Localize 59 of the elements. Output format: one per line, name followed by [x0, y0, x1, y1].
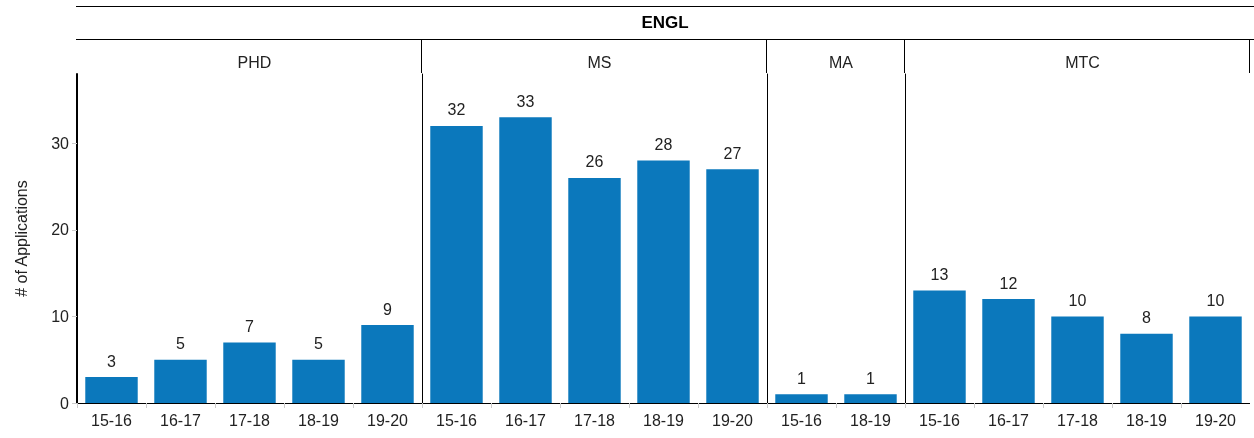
text: ENGL	[76, 6, 1254, 40]
bar	[361, 325, 414, 403]
data-label: 1	[866, 369, 876, 387]
data-label: 13	[930, 265, 949, 283]
x-tick-label: 18-19	[298, 411, 340, 429]
data-label: 5	[314, 335, 324, 353]
bar	[292, 359, 345, 403]
x-tick-label: 16-17	[160, 411, 202, 429]
bar	[982, 299, 1035, 403]
x-tick-label: 15-16	[436, 411, 478, 429]
data-label: 7	[245, 317, 255, 335]
x-tick-label: 19-20	[367, 411, 409, 429]
bar	[1189, 316, 1242, 403]
data-label: 32	[447, 101, 466, 119]
x-tick-label: 18-19	[643, 411, 685, 429]
chart-title: MTC	[1065, 53, 1100, 71]
x-tick-label: 19-20	[1195, 411, 1237, 429]
data-label: 26	[585, 153, 604, 171]
chart-title: PHD	[237, 53, 272, 71]
y-tick-label: 10	[51, 307, 70, 325]
x-tick-label: 15-16	[919, 411, 961, 429]
y-tick-label: 20	[51, 221, 70, 239]
data-label: 1	[797, 369, 807, 387]
data-label: 10	[1068, 291, 1087, 309]
x-tick-label: 16-17	[988, 411, 1030, 429]
data-label: 9	[383, 300, 393, 318]
data-label: 8	[1142, 309, 1152, 327]
bar	[154, 359, 207, 403]
y-tick-label: 0	[60, 394, 70, 412]
data-label: 12	[999, 274, 1018, 292]
x-tick-label: 19-20	[712, 411, 754, 429]
bar	[637, 160, 690, 403]
x-tick-label: 17-18	[574, 411, 616, 429]
x-tick-label: 18-19	[850, 411, 892, 429]
bar	[1120, 333, 1173, 403]
x-tick-label: 15-16	[91, 411, 133, 429]
data-label: 33	[516, 92, 535, 110]
data-label: 28	[654, 136, 673, 154]
x-tick-label: 17-18	[1057, 411, 1099, 429]
bar	[499, 117, 552, 403]
data-label: 10	[1206, 291, 1225, 309]
bar	[223, 342, 276, 403]
x-tick-label: 16-17	[505, 411, 547, 429]
chart-title: MA	[829, 53, 854, 71]
x-tick-label: 18-19	[1126, 411, 1168, 429]
y-axis-title: # of Applications	[12, 180, 30, 297]
y-tick-label: 30	[51, 134, 70, 152]
bar	[913, 290, 966, 403]
data-label: 3	[107, 352, 117, 370]
bar	[706, 169, 759, 403]
data-label: 27	[723, 144, 742, 162]
bar	[568, 177, 621, 403]
data-label: 5	[176, 335, 186, 353]
x-tick-label: 15-16	[781, 411, 823, 429]
x-tick-label: 17-18	[229, 411, 271, 429]
bar	[1051, 316, 1104, 403]
bar	[430, 125, 483, 403]
bar	[85, 377, 138, 403]
chart-title: MS	[587, 53, 612, 71]
